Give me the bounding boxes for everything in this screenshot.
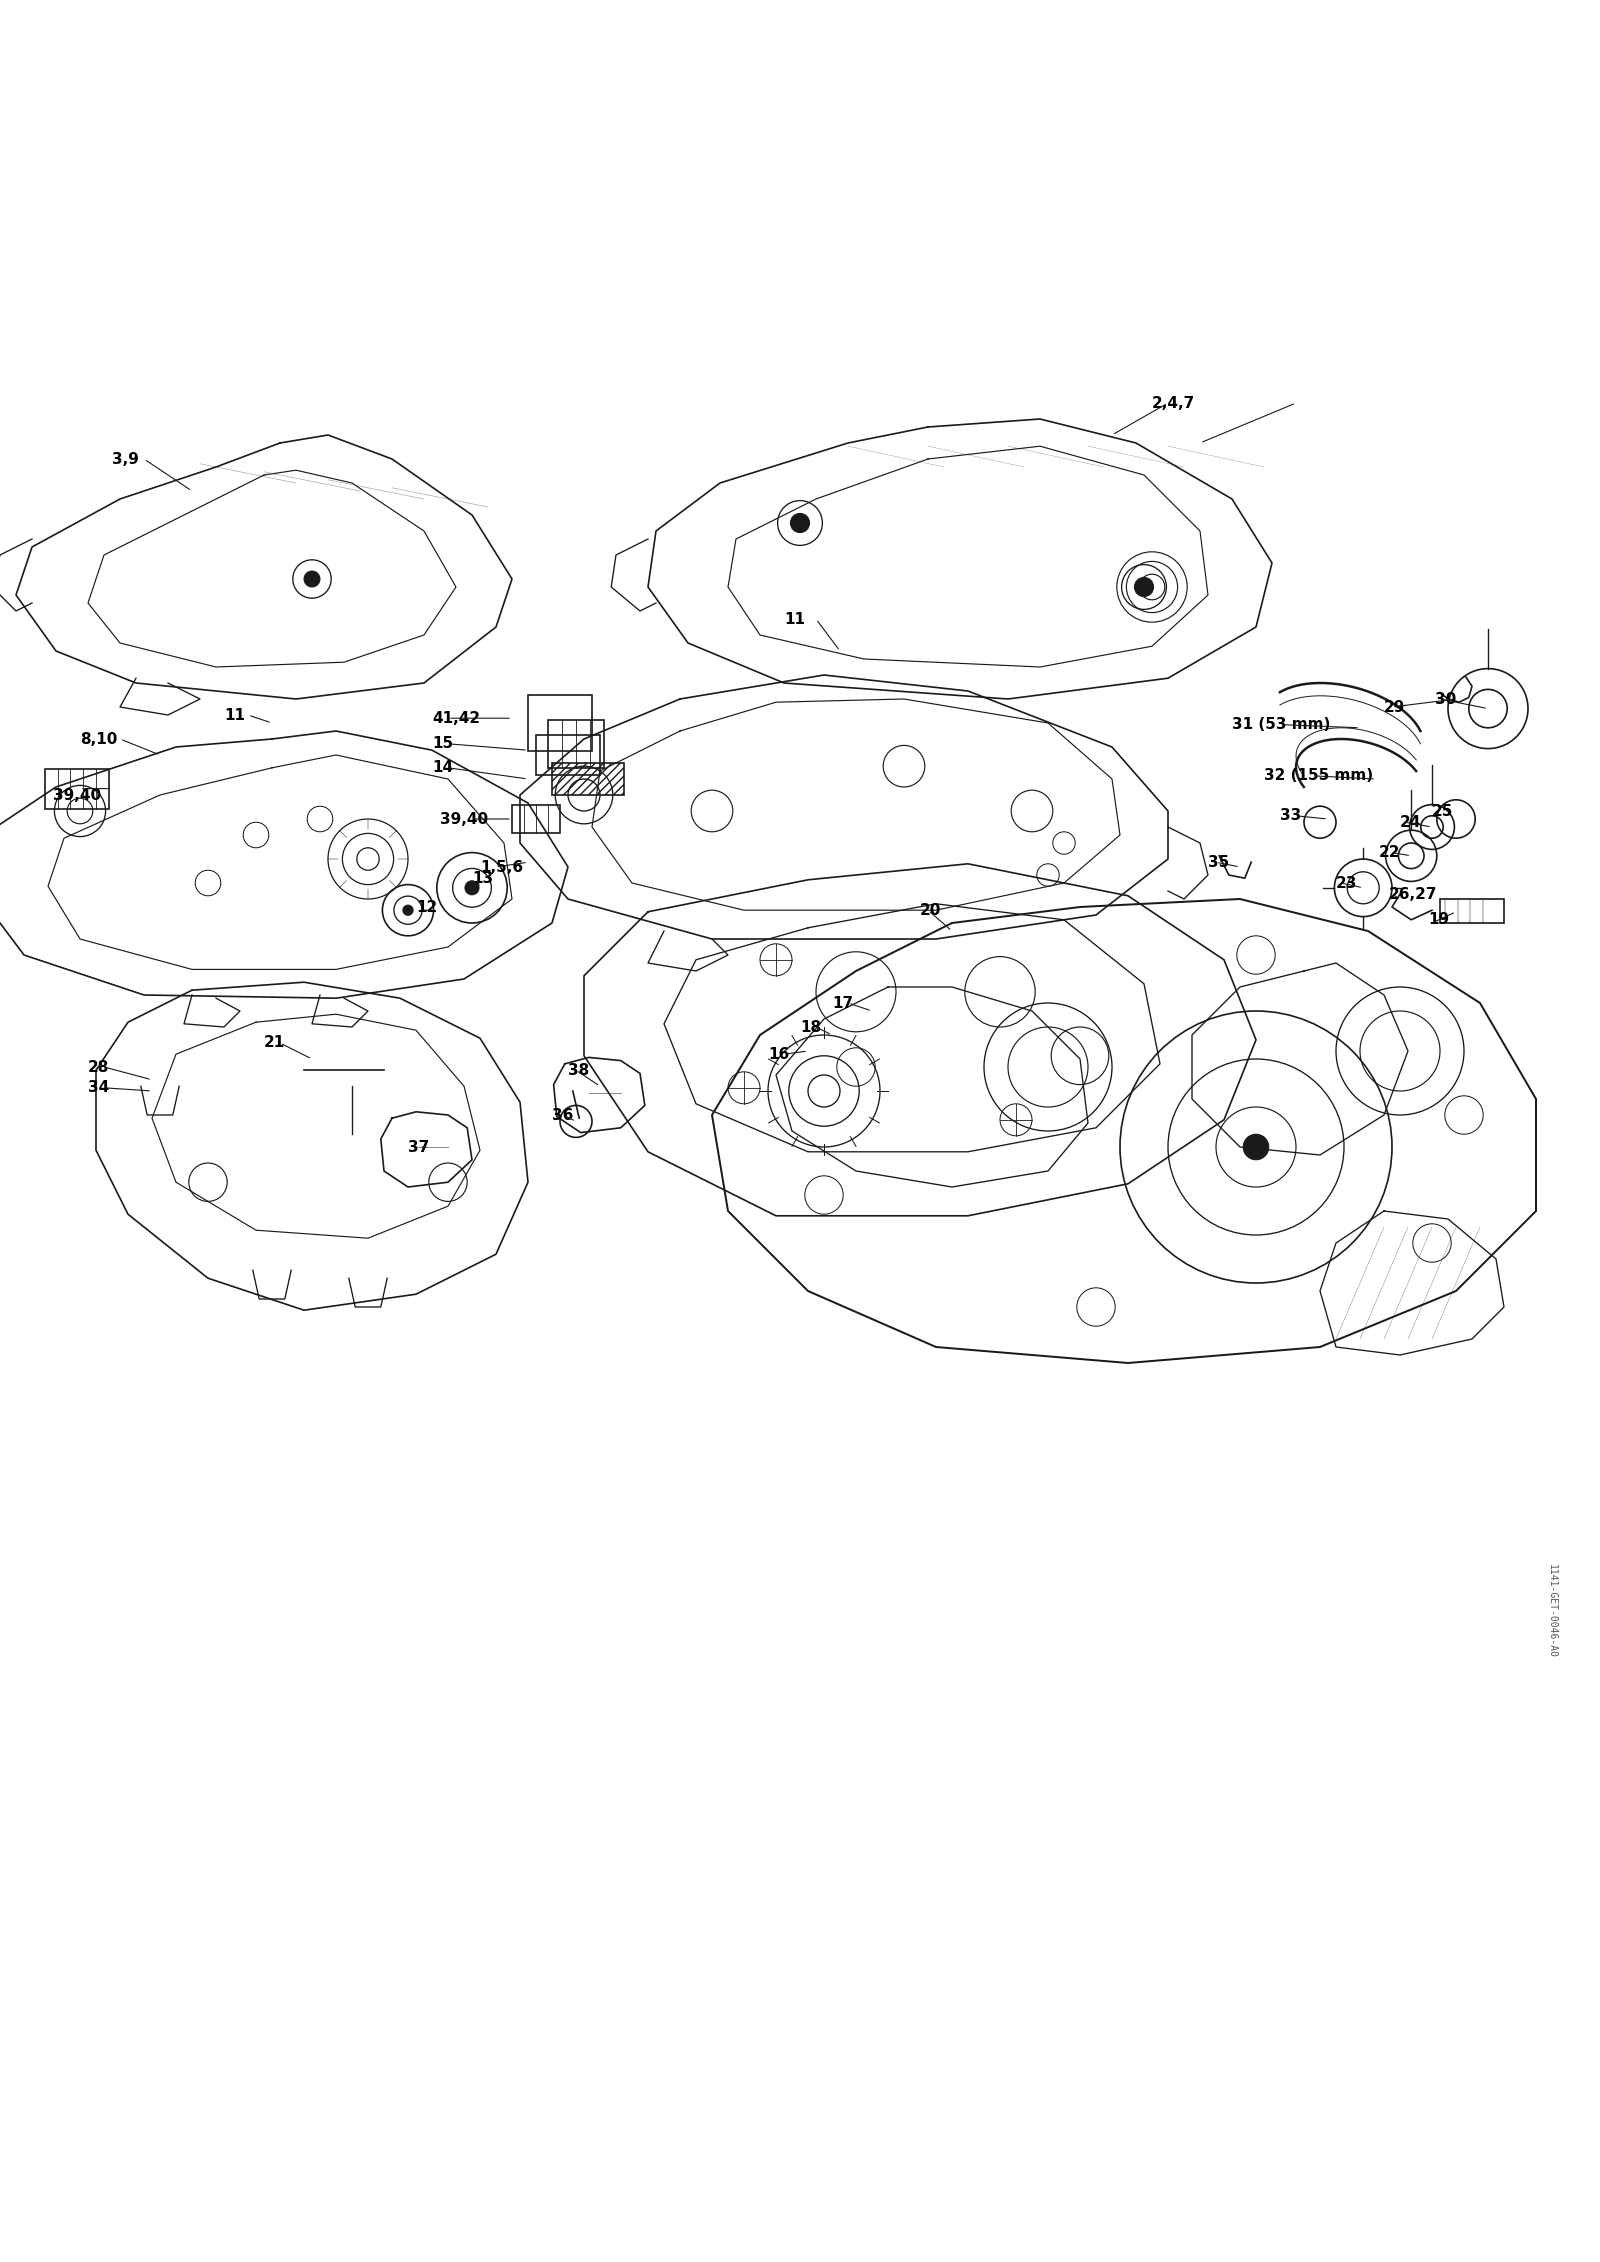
Text: 14: 14 bbox=[432, 760, 453, 776]
Text: 25: 25 bbox=[1432, 803, 1453, 819]
Text: 35: 35 bbox=[1208, 855, 1229, 869]
Text: 41,42: 41,42 bbox=[432, 710, 480, 726]
Circle shape bbox=[1243, 1133, 1269, 1160]
Text: 11: 11 bbox=[224, 708, 245, 722]
Text: 26,27: 26,27 bbox=[1389, 887, 1437, 903]
Text: 12: 12 bbox=[416, 900, 437, 914]
Bar bbox=[528, 694, 592, 751]
Text: 2,4,7: 2,4,7 bbox=[1152, 396, 1195, 409]
Text: 23: 23 bbox=[1336, 875, 1357, 891]
Bar bbox=[1440, 898, 1504, 923]
Text: 31 (53 mm): 31 (53 mm) bbox=[1232, 717, 1330, 733]
Text: 20: 20 bbox=[920, 903, 941, 918]
Text: 32 (155 mm): 32 (155 mm) bbox=[1264, 769, 1373, 783]
Text: 11: 11 bbox=[784, 611, 805, 627]
Text: 39,40: 39,40 bbox=[53, 787, 101, 803]
Text: 38: 38 bbox=[568, 1063, 589, 1077]
Text: 1141-GET-0046-A0: 1141-GET-0046-A0 bbox=[1547, 1563, 1557, 1658]
Text: 15: 15 bbox=[432, 737, 453, 751]
Circle shape bbox=[1134, 577, 1154, 597]
Circle shape bbox=[466, 880, 478, 896]
Circle shape bbox=[304, 570, 320, 588]
Circle shape bbox=[790, 513, 810, 532]
Text: 24: 24 bbox=[1400, 814, 1421, 830]
Text: 19: 19 bbox=[1429, 912, 1450, 927]
Text: 39,40: 39,40 bbox=[440, 812, 488, 826]
Bar bbox=[547, 719, 605, 767]
Text: 34: 34 bbox=[88, 1081, 109, 1095]
Text: 29: 29 bbox=[1384, 699, 1405, 715]
Text: 16: 16 bbox=[768, 1047, 789, 1061]
Text: 22: 22 bbox=[1379, 846, 1400, 860]
Circle shape bbox=[403, 905, 413, 916]
Bar bbox=[45, 769, 109, 808]
Text: 1,5,6: 1,5,6 bbox=[480, 860, 523, 875]
Bar bbox=[536, 735, 600, 776]
Text: 37: 37 bbox=[408, 1140, 429, 1154]
Text: 28: 28 bbox=[88, 1059, 109, 1074]
Text: 21: 21 bbox=[264, 1036, 285, 1050]
Text: 30: 30 bbox=[1435, 692, 1456, 706]
Bar bbox=[552, 762, 624, 794]
Text: 18: 18 bbox=[800, 1020, 821, 1034]
Text: 33: 33 bbox=[1280, 808, 1301, 823]
Text: 17: 17 bbox=[832, 995, 853, 1011]
Text: 36: 36 bbox=[552, 1108, 573, 1122]
Text: 8,10: 8,10 bbox=[80, 731, 117, 746]
Bar bbox=[512, 805, 560, 832]
Text: 3,9: 3,9 bbox=[112, 452, 139, 466]
Text: 13: 13 bbox=[472, 871, 493, 887]
